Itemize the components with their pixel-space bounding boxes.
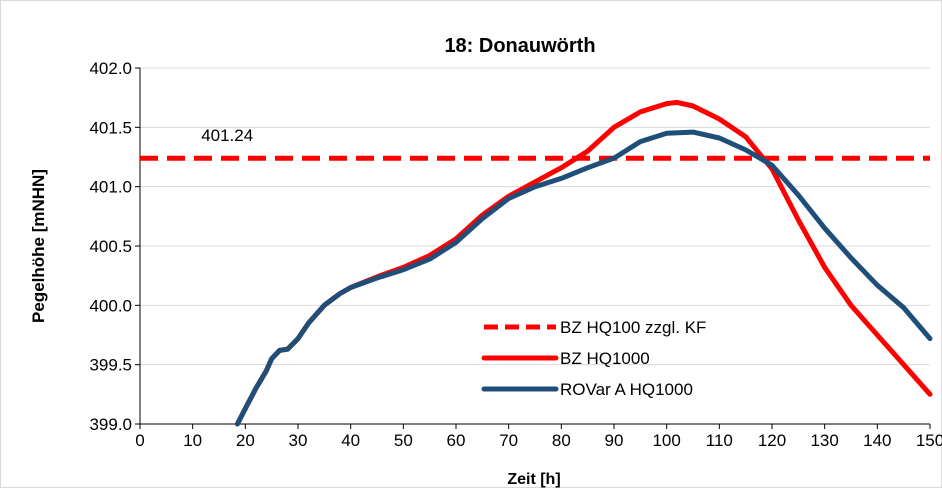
x-tick-label: 100 bbox=[652, 431, 680, 450]
y-tick-label: 399.5 bbox=[89, 356, 132, 375]
threshold-annotation: 401.24 bbox=[201, 126, 253, 145]
x-tick-label: 10 bbox=[183, 431, 202, 450]
x-tick-label: 60 bbox=[447, 431, 466, 450]
x-tick-label: 20 bbox=[236, 431, 255, 450]
y-tick-label: 400.0 bbox=[89, 296, 132, 315]
y-tick-label: 401.0 bbox=[89, 178, 132, 197]
x-tick-label: 80 bbox=[552, 431, 571, 450]
x-tick-label: 120 bbox=[758, 431, 786, 450]
x-tick-label: 30 bbox=[289, 431, 308, 450]
legend-label-1: BZ HQ100 zzgl. KF bbox=[560, 318, 706, 337]
x-tick-label: 50 bbox=[394, 431, 413, 450]
legend-label-3: ROVar A HQ1000 bbox=[560, 380, 693, 399]
x-axis-label: Zeit [h] bbox=[507, 471, 560, 488]
x-tick-label: 140 bbox=[863, 431, 891, 450]
y-tick-label: 400.5 bbox=[89, 237, 132, 256]
x-tick-label: 90 bbox=[605, 431, 624, 450]
legend-label-2: BZ HQ1000 bbox=[560, 349, 650, 368]
x-tick-label: 150 bbox=[916, 431, 942, 450]
y-axis-label: Pegelhöhe [mNHN] bbox=[29, 169, 48, 323]
y-tick-label: 401.5 bbox=[89, 118, 132, 137]
y-tick-label: 399.0 bbox=[89, 415, 132, 434]
chart-title: 18: Donauwörth bbox=[444, 35, 595, 57]
x-tick-label: 130 bbox=[810, 431, 838, 450]
y-tick-label: 402.0 bbox=[89, 59, 132, 78]
x-tick-label: 40 bbox=[341, 431, 360, 450]
x-tick-label: 110 bbox=[706, 431, 733, 450]
x-tick-label: 0 bbox=[135, 431, 144, 450]
x-tick-label: 70 bbox=[499, 431, 518, 450]
